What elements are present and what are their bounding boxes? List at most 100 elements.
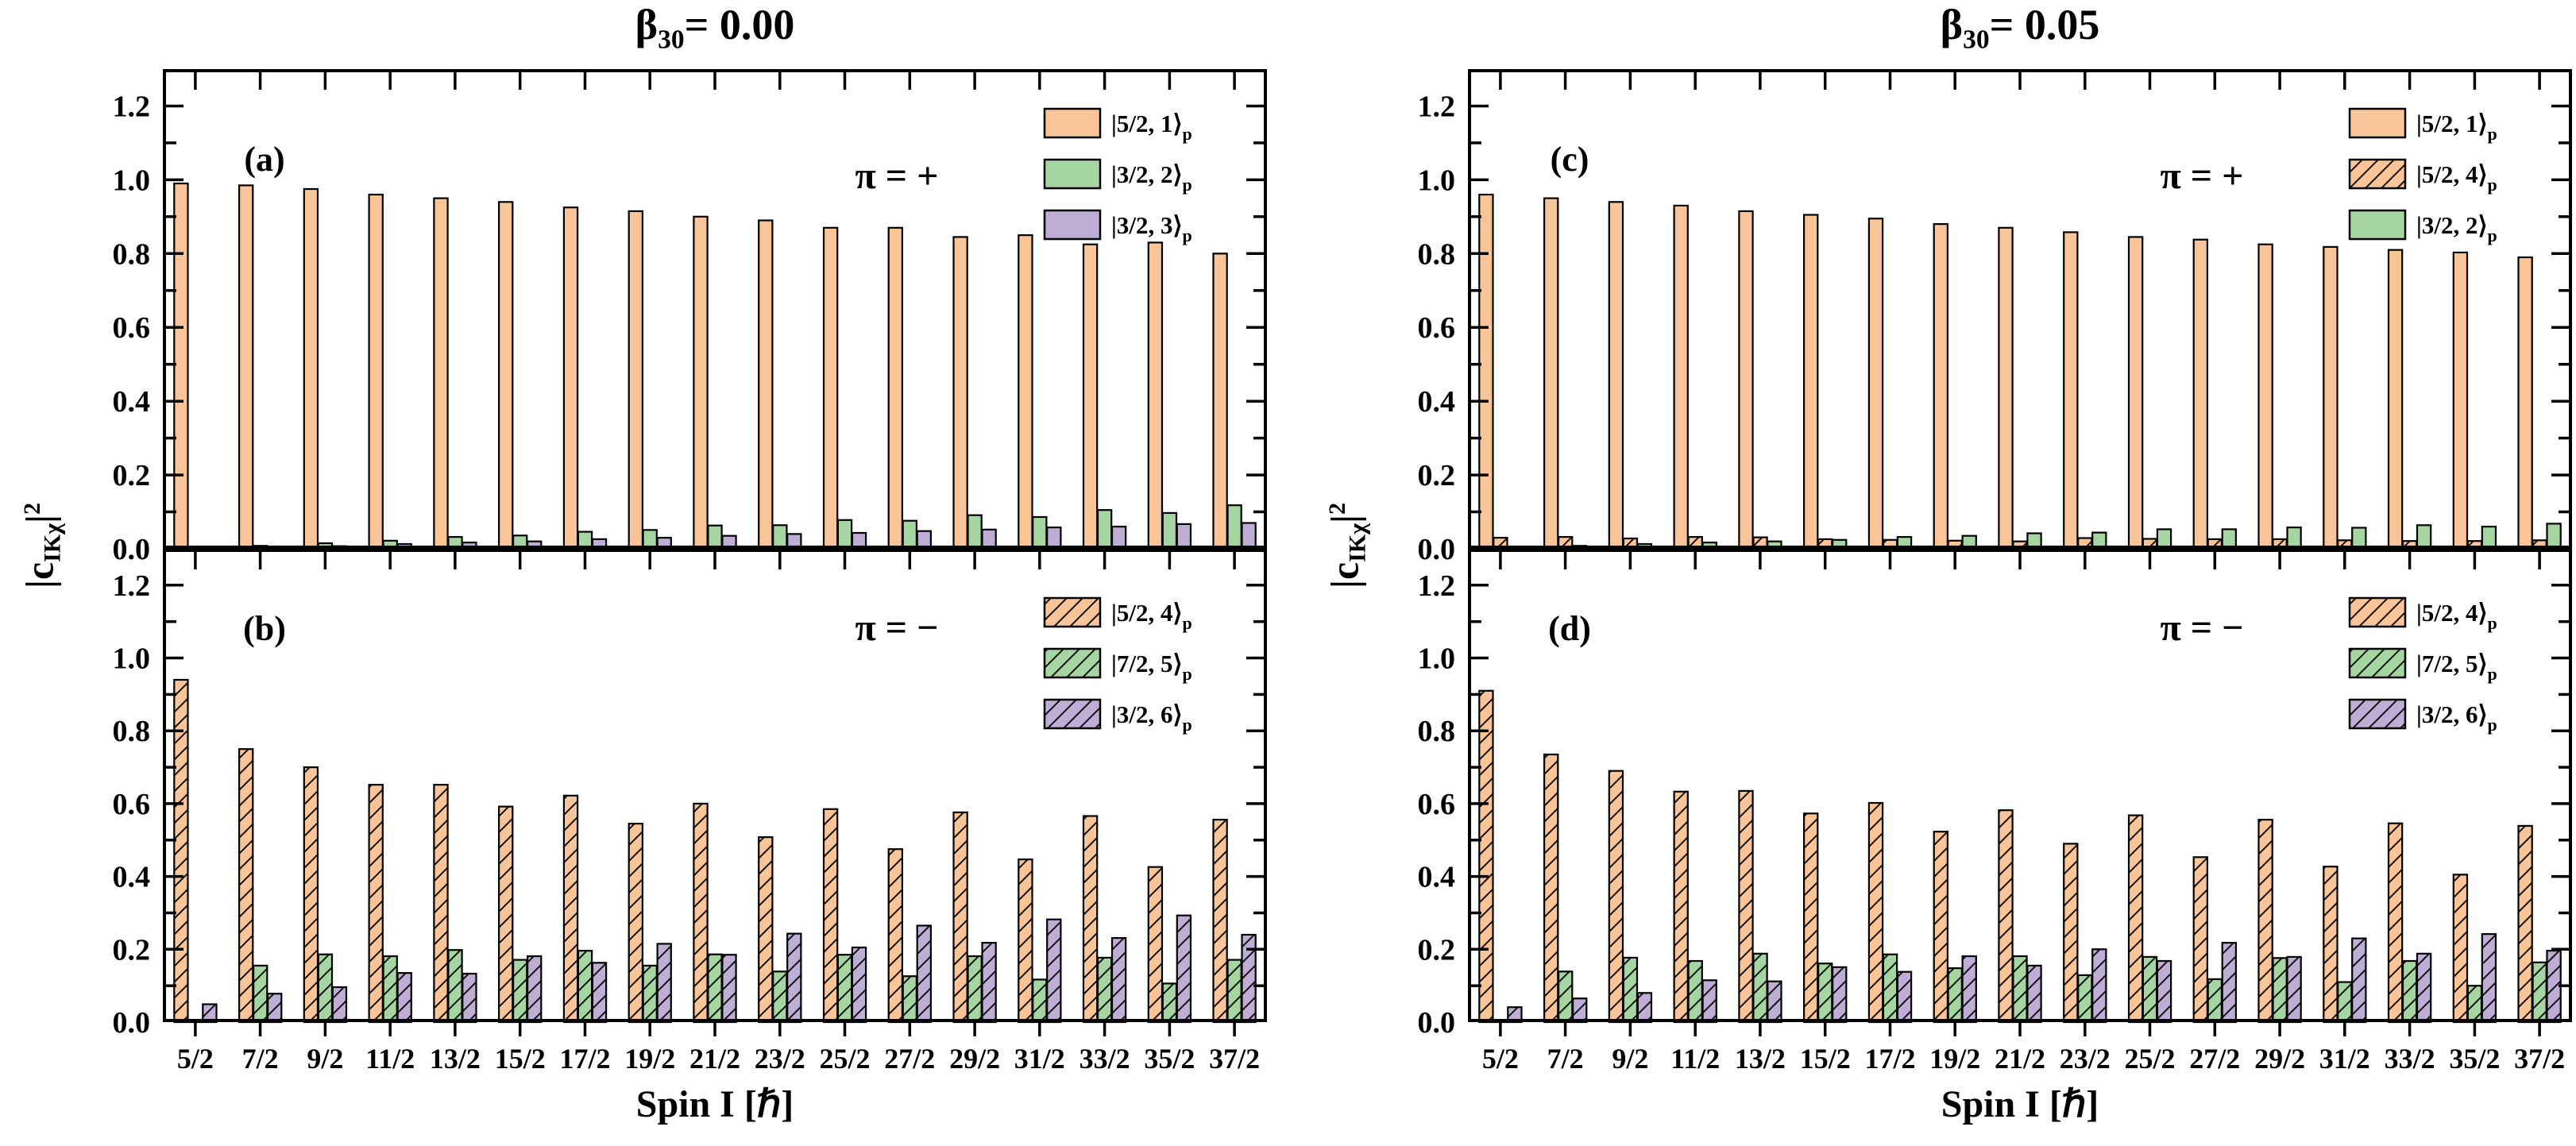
panel-letter: (c) — [1551, 140, 1589, 179]
bar-b-s2-31-2 — [1046, 918, 1062, 1024]
parity-label: π = − — [2161, 607, 2244, 649]
panel-letter: (d) — [1548, 609, 1591, 648]
x-tick-label: 9/2 — [1612, 1043, 1648, 1075]
bar-b-s0-9-2 — [303, 766, 319, 1024]
x-tick-label: 25/2 — [819, 1043, 870, 1075]
beta-value: = 0.00 — [684, 1, 795, 48]
bar-b-s0-25-2 — [822, 808, 839, 1024]
bar-d-s1-37-2 — [2532, 961, 2547, 1024]
bar-d-s0-27-2 — [2192, 856, 2209, 1024]
bar-d-s2-9-2 — [1636, 992, 1653, 1024]
bar-a-s0-37-2 — [1212, 253, 1228, 550]
y-title-sub: IKχ — [39, 523, 66, 562]
bar-d-s2-25-2 — [2156, 959, 2172, 1024]
legend-label: |3/2, 3⟩p — [1111, 211, 1192, 245]
x-tick-label: 13/2 — [1735, 1043, 1786, 1075]
chart-a: 0.0 0.2 0.4 0.6 0.8 1.0 1.2 |5/2, 1⟩p |3/2, 2⟩p |… — [113, 69, 1267, 566]
x-tick-label: 25/2 — [2124, 1043, 2175, 1075]
bar-b-s0-27-2 — [887, 848, 904, 1024]
bar-c-s2-29-2 — [2286, 526, 2302, 550]
x-axis-title-right: Spin I [ℏ] — [1941, 1083, 2099, 1125]
y-title-open: |c — [1322, 561, 1367, 589]
bar-a-s1-37-2 — [1226, 504, 1242, 550]
column-title-beta-005: β30= 0.05 — [1468, 0, 2572, 56]
bar-a-s0-15-2 — [498, 201, 514, 550]
bar-b-s2-11-2 — [396, 971, 412, 1024]
x-tick-label: 21/2 — [689, 1043, 740, 1075]
bar-d-s2-31-2 — [2351, 937, 2367, 1024]
bar-d-s0-35-2 — [2452, 874, 2469, 1024]
bar-b-s1-37-2 — [1226, 959, 1242, 1024]
x-tick-label: 15/2 — [1800, 1043, 1851, 1075]
bar-d-s0-15-2 — [1803, 812, 1819, 1024]
bar-b-s2-13-2 — [462, 972, 477, 1024]
x-tick-label: 15/2 — [495, 1043, 546, 1075]
bar-c-s0-15-2 — [1803, 214, 1819, 550]
chart-d: 0.0 0.2 0.4 0.6 0.8 1.0 1.2 5/2 7/2 9/2 11/2 13/2 15… — [1418, 549, 2572, 1075]
legend-swatch — [2348, 698, 2407, 730]
y-tick-label: 0.8 — [1418, 715, 1456, 748]
bar-b-s1-27-2 — [902, 975, 918, 1024]
bar-b-s0-21-2 — [693, 802, 709, 1024]
bar-d-s1-33-2 — [2401, 959, 2418, 1024]
beta-subscript: 30 — [1963, 25, 1990, 55]
y-tick-label: 0.6 — [113, 788, 151, 821]
legend-label: |7/2, 5⟩p — [1111, 650, 1192, 684]
bar-c-s0-21-2 — [1998, 226, 2014, 550]
y-tick-label: 1.0 — [113, 642, 151, 676]
column-title-beta-000: β30= 0.00 — [163, 0, 1267, 56]
bar-b-s0-23-2 — [758, 836, 774, 1024]
beta-value: = 0.05 — [1989, 1, 2100, 48]
x-tick-label: 27/2 — [2189, 1043, 2240, 1075]
bar-a-s0-19-2 — [628, 210, 644, 550]
bar-b-s2-37-2 — [1241, 933, 1257, 1024]
bar-b-s0-13-2 — [433, 784, 449, 1024]
bar-d-s2-11-2 — [1701, 979, 1717, 1024]
bar-a-s0-29-2 — [952, 236, 968, 550]
y-tick-label: 0.8 — [113, 715, 151, 748]
x-tick-label: 31/2 — [1014, 1043, 1065, 1075]
chart-b: 0.0 0.2 0.4 0.6 0.8 1.0 1.2 5/2 7/2 9/2 11/2 13/2 15… — [113, 549, 1267, 1075]
bar-b-s1-13-2 — [447, 949, 463, 1024]
y-title-bar: | — [17, 514, 62, 523]
bar-d-s1-29-2 — [2272, 957, 2288, 1024]
bar-b-s2-15-2 — [527, 955, 543, 1024]
bar-d-s1-27-2 — [2207, 978, 2223, 1024]
y-tick-label: 0.2 — [113, 933, 151, 967]
x-tick-label: 29/2 — [2254, 1043, 2305, 1075]
legend-label: |5/2, 4⟩p — [2416, 160, 2497, 195]
y-tick-label: 1.2 — [1418, 91, 1456, 124]
bar-d-s1-35-2 — [2466, 985, 2483, 1024]
y-tick-label: 0.0 — [113, 533, 151, 566]
bar-a-s1-21-2 — [707, 524, 723, 550]
bar-b-s1-21-2 — [707, 953, 723, 1024]
x-tick-label: 11/2 — [365, 1043, 415, 1075]
bar-b-s1-17-2 — [577, 950, 593, 1024]
legend-swatch — [2348, 158, 2407, 190]
bar-b-s2-23-2 — [786, 932, 802, 1024]
bar-a-s0-5-2 — [173, 182, 189, 550]
legend-label: |3/2, 2⟩p — [2416, 211, 2497, 245]
bar-d-s0-29-2 — [2257, 819, 2273, 1024]
x-tick-label: 29/2 — [949, 1043, 1000, 1075]
bar-b-s2-25-2 — [851, 946, 867, 1024]
legend-label: |3/2, 6⟩p — [2416, 700, 2497, 735]
y-tick-label: 1.2 — [113, 91, 151, 124]
x-tick-label: 17/2 — [1864, 1043, 1915, 1075]
bar-d-s1-25-2 — [2142, 955, 2158, 1024]
bar-d-s0-7-2 — [1543, 753, 1559, 1024]
bar-b-s0-7-2 — [238, 748, 254, 1024]
bar-d-s2-33-2 — [2416, 952, 2432, 1024]
bar-d-s0-21-2 — [1998, 809, 2014, 1024]
bar-c-s0-7-2 — [1543, 197, 1559, 550]
beta-subscript: 30 — [658, 25, 685, 55]
chart-c: 0.0 0.2 0.4 0.6 0.8 1.0 1.2 |5/2, 1⟩p |5/2, 4⟩p |… — [1418, 69, 2572, 566]
y-tick-label: 0.6 — [1418, 788, 1456, 821]
bar-d-s1-13-2 — [1752, 952, 1768, 1024]
y-tick-label: 0.2 — [113, 459, 151, 492]
bar-a-s0-27-2 — [887, 226, 904, 550]
legend-label: |5/2, 4⟩p — [1111, 599, 1192, 633]
bar-a-s0-31-2 — [1018, 234, 1033, 550]
y-tick-label: 1.2 — [113, 569, 151, 603]
